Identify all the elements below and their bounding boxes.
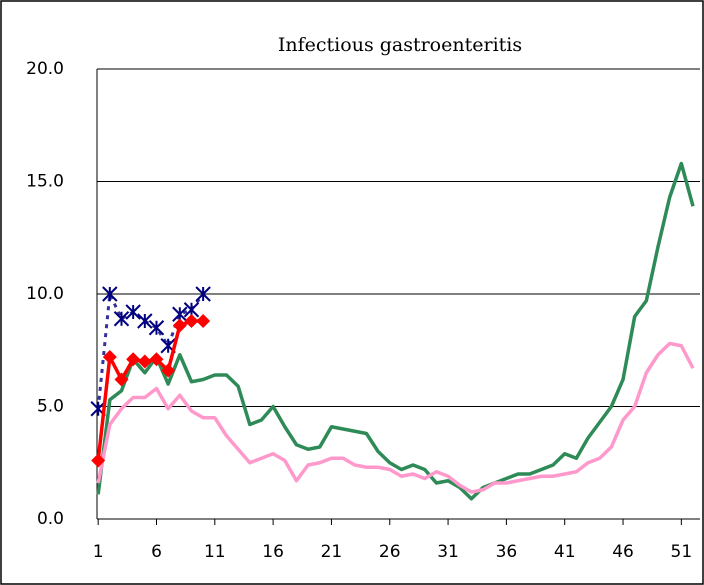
marker-diamond [102, 350, 117, 364]
marker-diamond [184, 314, 199, 328]
x-tick-label: 16 [262, 542, 284, 562]
series-line [96, 161, 695, 501]
y-tick-label: 0.0 [37, 509, 64, 529]
marker-diamond [91, 453, 106, 468]
y-tick-label: 10.0 [26, 284, 64, 304]
marker-diamond [114, 372, 129, 387]
marker-asterisk [125, 304, 141, 320]
marker-asterisk [195, 286, 211, 302]
x-tick-label: 31 [437, 542, 459, 562]
y-tick-label: 5.0 [37, 397, 64, 417]
y-tick-label: 20.0 [26, 59, 64, 79]
x-tick-label: 46 [612, 542, 634, 562]
x-tick-label: 36 [496, 542, 518, 562]
series-line [96, 341, 695, 494]
x-tick-label: 11 [204, 542, 226, 562]
series-line [96, 292, 205, 409]
x-tick-label: 26 [379, 542, 401, 562]
marker-diamond [172, 318, 187, 333]
marker-asterisk [102, 286, 118, 302]
marker-diamond [126, 352, 141, 367]
x-tick-label: 41 [554, 542, 576, 562]
x-tick-label: 51 [671, 542, 693, 562]
x-tick-label: 1 [93, 542, 104, 562]
marker-diamond [149, 352, 164, 367]
marker-diamond [161, 363, 176, 378]
x-tick-label: 21 [321, 542, 343, 562]
marker-asterisk [148, 320, 165, 336]
marker-diamond [196, 314, 211, 328]
y-tick-label: 15.0 [26, 172, 64, 192]
marker-diamond [137, 354, 152, 369]
x-tick-label: 6 [151, 542, 162, 562]
marker-asterisk [113, 311, 130, 327]
chart-title: Infectious gastroenteritis [278, 34, 522, 56]
marker-asterisk [137, 313, 153, 329]
